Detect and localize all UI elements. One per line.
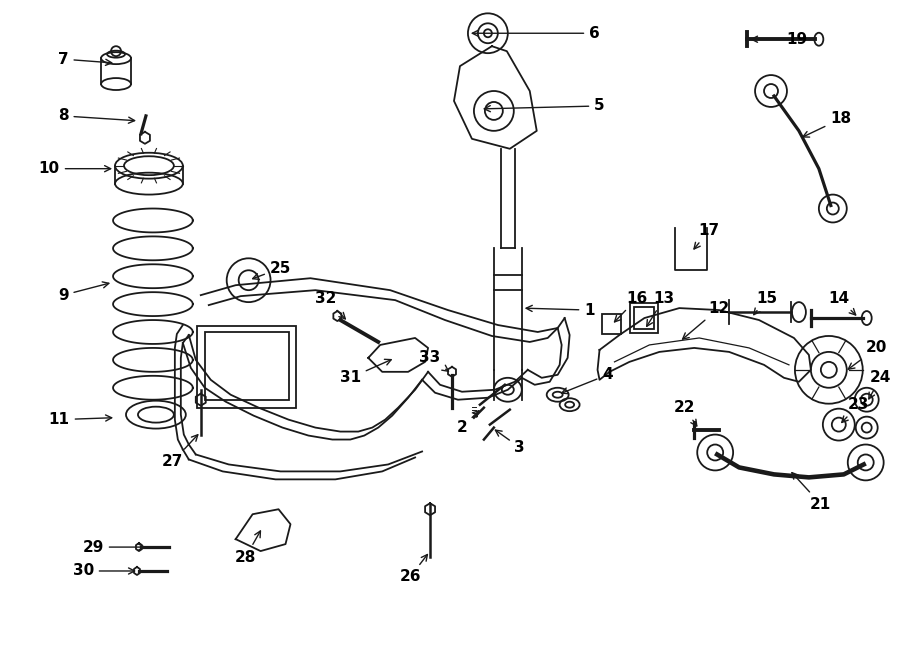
Text: 33: 33 [419, 350, 448, 371]
Text: 15: 15 [754, 291, 778, 315]
Bar [197, 326, 296, 408]
Text: 12: 12 [682, 301, 730, 339]
Text: 30: 30 [73, 563, 135, 578]
Text: 3: 3 [495, 430, 525, 455]
Text: 20: 20 [848, 340, 887, 369]
Text: 6: 6 [472, 26, 600, 41]
Text: 9: 9 [58, 282, 109, 303]
Bar [205, 332, 289, 400]
Text: 31: 31 [339, 360, 392, 385]
Text: 27: 27 [162, 435, 198, 469]
Bar [630, 303, 659, 333]
Text: 17: 17 [694, 223, 720, 249]
Text: 10: 10 [39, 161, 111, 176]
Text: 8: 8 [58, 108, 135, 124]
Bar [601, 314, 622, 334]
Text: 19: 19 [752, 32, 807, 47]
Text: 14: 14 [828, 291, 856, 315]
Text: 18: 18 [803, 112, 851, 137]
Text: 4: 4 [562, 368, 613, 394]
Text: 7: 7 [58, 52, 112, 67]
Text: 2: 2 [456, 410, 479, 435]
Text: 29: 29 [83, 539, 145, 555]
Text: 25: 25 [253, 260, 292, 280]
Text: 16: 16 [615, 291, 648, 322]
Text: 13: 13 [647, 291, 675, 327]
Text: 21: 21 [792, 473, 832, 512]
Text: 24: 24 [868, 370, 891, 399]
Text: 5: 5 [484, 98, 605, 114]
Text: 11: 11 [49, 412, 112, 427]
Text: 1: 1 [526, 303, 595, 317]
Bar [634, 307, 654, 329]
Text: 26: 26 [400, 555, 428, 584]
Text: 28: 28 [235, 531, 260, 564]
Text: 22: 22 [673, 400, 697, 426]
Text: 23: 23 [842, 397, 869, 422]
Text: 32: 32 [315, 291, 346, 319]
